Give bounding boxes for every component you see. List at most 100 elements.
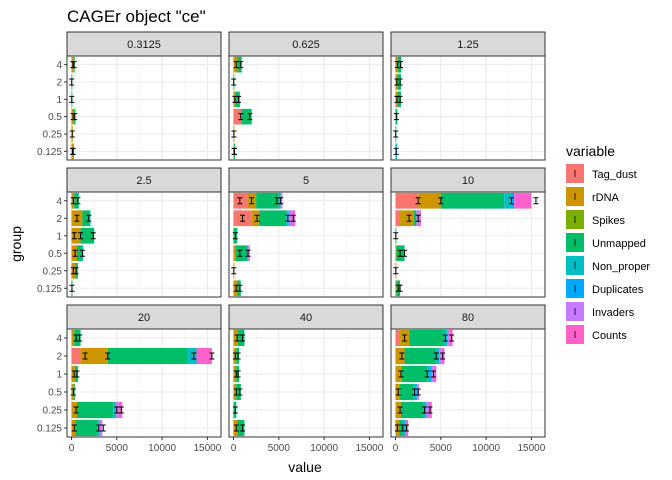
legend-title: variable: [566, 143, 615, 159]
bar-segment: [89, 210, 91, 227]
error-bar: [232, 232, 238, 240]
facet-panel: 0.3125 4 2 1 0.5 0.25 0.125: [37, 31, 222, 161]
x-tick-label: 5000: [268, 443, 291, 454]
error-bar: [74, 214, 80, 222]
error-bar: [96, 424, 102, 432]
legend-label: rDNA: [592, 192, 620, 204]
facet-strip: [390, 304, 546, 330]
facet-panel: 2.5 4 2 1 0.5 0.25 0.125: [37, 167, 222, 298]
y-tick-label: 2: [56, 78, 62, 89]
bar-segment: [71, 227, 81, 244]
error-bar: [249, 197, 255, 205]
x-tick-label: 0: [231, 443, 237, 454]
y-tick-label: 1: [56, 231, 62, 242]
error-bar: [449, 334, 455, 342]
error-bar: [395, 388, 401, 396]
bar-segment: [397, 91, 401, 108]
error-bar: [397, 95, 403, 103]
error-bar: [422, 406, 428, 414]
bar-segment: [395, 56, 398, 73]
bar-segment: [404, 419, 406, 437]
facet-strip-label: 2.5: [136, 175, 151, 187]
y-tick-label: 0.25: [43, 406, 63, 417]
error-bar: [114, 406, 120, 414]
error-bar: [240, 424, 246, 432]
error-bar: [231, 130, 237, 138]
facet-strip: [66, 31, 222, 57]
error-bar: [237, 388, 243, 396]
y-tick-label: 0.5: [48, 112, 62, 123]
error-bar: [402, 334, 408, 342]
facet-panel: 0.625: [228, 31, 384, 161]
bar-segment: [280, 192, 283, 209]
panel-border: [66, 328, 222, 438]
y-tick-label: 0.25: [43, 266, 63, 277]
panel-border: [66, 191, 222, 298]
error-bar: [69, 284, 75, 292]
error-bar: [424, 370, 430, 378]
bar-segment: [429, 365, 432, 383]
bar-segment: [237, 56, 242, 73]
error-bar: [237, 249, 243, 257]
error-bar: [393, 113, 399, 121]
error-bar: [70, 147, 76, 155]
bar-segment: [399, 419, 403, 437]
error-bar: [398, 370, 404, 378]
bar-segment: [248, 245, 250, 262]
bar-segment: [118, 401, 123, 419]
bar-segment: [418, 192, 441, 209]
error-bar: [238, 113, 244, 121]
bar-segment: [409, 329, 444, 347]
bar-segment: [402, 419, 405, 437]
legend-label: Unmapped: [592, 238, 646, 250]
error-bar: [73, 267, 79, 275]
x-tick-label: 5000: [106, 443, 129, 454]
error-bar: [71, 232, 77, 240]
panel-border: [228, 55, 384, 161]
bar-segment: [71, 401, 77, 419]
bar-segment: [395, 329, 401, 347]
bar-segment: [80, 227, 95, 244]
legend-label: Non_proper: [592, 261, 650, 273]
bar-segment: [416, 383, 418, 401]
error-bar: [71, 424, 77, 432]
panel-background: [229, 329, 383, 437]
legend-label: Spikes: [592, 215, 626, 227]
error-bar: [433, 352, 439, 360]
panel-background: [391, 329, 545, 437]
bar-segment: [80, 347, 108, 365]
error-bar: [442, 334, 448, 342]
bar-segment: [400, 401, 424, 419]
panel-border: [390, 191, 546, 298]
chart-title: CAGEr object "ce": [67, 7, 206, 26]
error-bar: [393, 232, 399, 240]
bar-segment: [436, 347, 440, 365]
error-bar: [237, 197, 243, 205]
bar-segment: [395, 280, 397, 297]
error-bar: [235, 370, 241, 378]
bar-segment: [256, 192, 279, 209]
error-bar: [209, 352, 215, 360]
error-bar: [118, 406, 124, 414]
bar-segment: [395, 245, 397, 262]
error-bar: [399, 352, 405, 360]
x-axis-title: value: [288, 459, 322, 475]
bar-segment: [75, 419, 98, 437]
facet-strip-label: 0.625: [292, 39, 320, 51]
error-bar: [73, 406, 79, 414]
bar-segment: [514, 192, 532, 209]
bar-segment: [71, 329, 75, 347]
bar-segment: [82, 210, 90, 227]
y-tick-label: 0.125: [37, 284, 62, 295]
facet-strip-label: 0.3125: [127, 39, 161, 51]
error-bar: [247, 113, 253, 121]
bar-segment: [233, 419, 238, 437]
error-bar: [235, 352, 241, 360]
error-bar: [397, 249, 403, 257]
y-tick-label: 4: [56, 60, 62, 71]
y-tick-label: 0.5: [48, 249, 62, 260]
error-bar: [105, 352, 111, 360]
error-bar: [72, 249, 78, 257]
bar-segment: [71, 245, 77, 262]
error-bar: [240, 214, 246, 222]
